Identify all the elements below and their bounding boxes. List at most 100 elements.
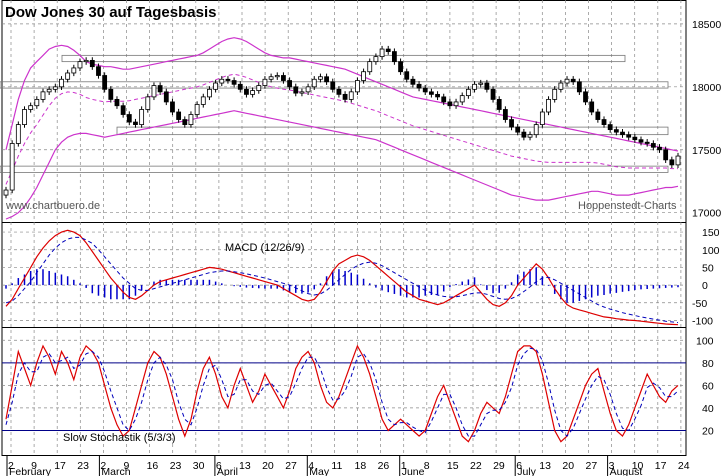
candle-body [539, 111, 545, 125]
candle-body [287, 80, 292, 88]
candle-body [348, 91, 354, 100]
candle-body [583, 91, 588, 103]
bollinger-mid-line [5, 73, 678, 185]
bollinger-lower-line [5, 110, 679, 220]
x-month-label: July [517, 466, 536, 476]
x-day-tick-label: 2 [8, 460, 14, 472]
x-month-label: August [610, 466, 643, 476]
candle-body [453, 101, 459, 107]
candle-body [404, 71, 410, 80]
candle-body [133, 121, 138, 125]
candle-body [515, 126, 521, 133]
candle-body [52, 86, 58, 90]
candle-body [250, 90, 256, 95]
candle-body [490, 88, 496, 100]
candle-body [34, 99, 40, 107]
candle-body [601, 119, 607, 125]
x-month-label: April [217, 466, 238, 476]
candle-body [59, 78, 64, 88]
x-day-tick-label: 29 [493, 460, 505, 472]
x-day-tick-label: 13 [539, 460, 551, 472]
x-day-tick-label: 24 [678, 460, 690, 472]
chart-title: Dow Jones 30 auf Tagesbasis [5, 4, 216, 21]
candle-body [77, 61, 83, 69]
candle-body [114, 99, 120, 107]
candle-body [589, 101, 595, 113]
x-month-label: May [309, 466, 330, 476]
x-day-tick-label: 6 [516, 460, 522, 472]
candle-body [521, 131, 527, 138]
macd-y-tick-label: 100 [702, 245, 720, 257]
x-month-label: March [101, 466, 130, 476]
candle-body [213, 82, 219, 90]
candle-body [546, 99, 551, 113]
candle-body [632, 136, 638, 141]
candle-body [373, 56, 379, 63]
candle-body [231, 80, 237, 85]
x-day-tick-label: 16 [147, 460, 159, 472]
candle-body [355, 80, 360, 93]
macd-panel [5, 229, 679, 326]
candle-body [428, 91, 434, 95]
candle-body [392, 51, 397, 63]
candle-body [459, 95, 465, 103]
candle-body [527, 134, 533, 138]
candle-body [151, 85, 157, 98]
stoch-y-tick-label: 20 [702, 425, 714, 437]
candle-body [595, 111, 601, 120]
x-day-tick-label: 27 [586, 460, 598, 472]
candle-body [675, 155, 681, 166]
gridlines [1, 0, 687, 456]
candle-body [126, 114, 132, 123]
candle-body [305, 86, 311, 93]
candle-body [422, 87, 428, 93]
candle-body [576, 81, 582, 93]
candle-body [509, 119, 514, 128]
candle-body [170, 101, 175, 113]
x-day-tick-label: 10 [632, 460, 644, 472]
price-y-tick-label: 17500 [692, 145, 721, 157]
candle-body [552, 88, 558, 100]
panel-frame-2 [1, 327, 687, 456]
candle-body [299, 91, 305, 94]
candle-body [435, 93, 440, 98]
stoch-k-line [5, 344, 679, 443]
price-y-tick-label: 18500 [692, 19, 721, 31]
x-day-tick-label: 18 [355, 460, 367, 472]
x-day-tick-label: 27 [285, 460, 297, 472]
x-day-tick-label: 23 [170, 460, 182, 472]
candle-body [385, 48, 391, 52]
macd-signal-line [5, 236, 679, 324]
candle-body [102, 75, 108, 90]
candle-body [268, 76, 274, 80]
axis-labels: 2 9 17 23 2 9 16 23 30 6 13 20 27 4 11 18 26 1 8 15 22 29 6 13 2… [6, 19, 721, 476]
price-panel [3, 37, 681, 220]
macd-y-tick-label: -100 [692, 315, 713, 327]
candle-body [207, 88, 212, 98]
stoch-d-line [5, 347, 679, 437]
support-resistance-band [0, 165, 669, 173]
candle-body [281, 75, 286, 81]
candle-body [163, 91, 169, 103]
candle-body [478, 82, 484, 85]
candle-body [71, 67, 77, 74]
candle-body [441, 96, 447, 103]
price-y-tick-label: 17000 [692, 208, 721, 220]
candle-body [28, 105, 34, 110]
x-day-tick-label: 20 [562, 460, 574, 472]
candle-body [293, 86, 299, 94]
candle-body [336, 88, 342, 95]
candle-body [15, 124, 21, 144]
macd-line [5, 229, 679, 326]
candle-body [9, 143, 15, 191]
candle-body [465, 88, 471, 97]
macd-y-tick-label: 0 [702, 280, 708, 292]
stoch-y-tick-label: 80 [702, 358, 714, 370]
candle-body [638, 139, 644, 143]
candle-body [657, 146, 662, 151]
candle-body [188, 114, 194, 125]
candle-body [644, 141, 650, 144]
candle-body [225, 78, 231, 81]
candle-body [379, 48, 385, 58]
